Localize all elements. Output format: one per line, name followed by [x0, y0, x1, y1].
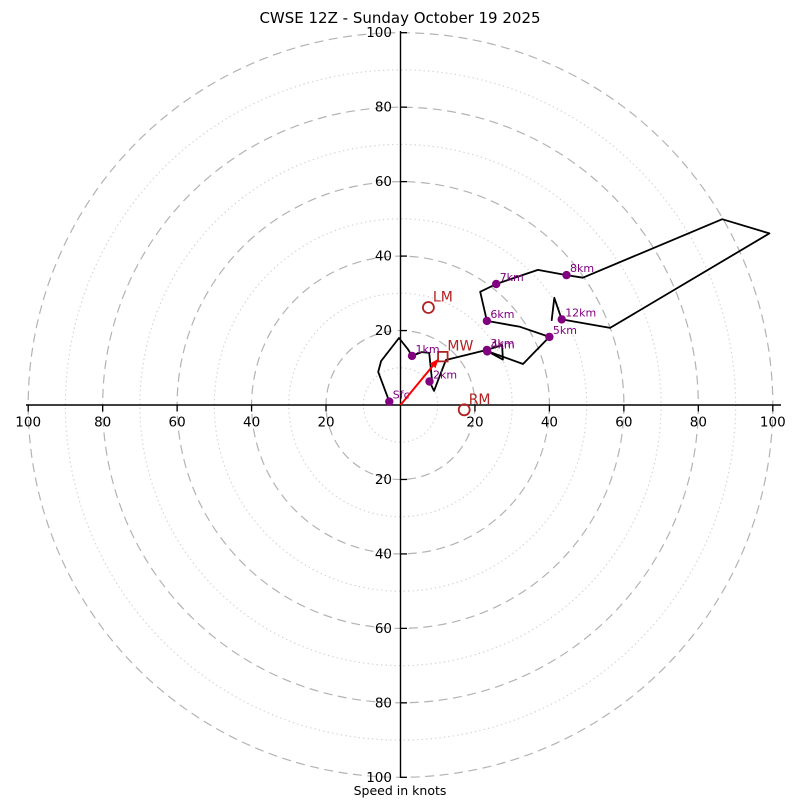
altitude-dot-4km [483, 347, 492, 356]
v-axis-tick-label: 100 [366, 25, 392, 41]
mean-wind-arrow-shaft [399, 364, 435, 406]
altitude-label-sfc: Sfc [393, 389, 410, 402]
storm-marker-mw: MW [437, 339, 473, 363]
altitude-label-3km: 3km [490, 337, 514, 350]
u-axis-tick-label: 100 [760, 415, 786, 431]
altitude-marker-1km: 1km [407, 343, 440, 361]
storm-marker-label-mw: MW [447, 339, 473, 355]
altitude-label-6km: 6km [490, 308, 514, 321]
mean-wind-arrow-head [430, 358, 439, 369]
u-axis-tick-label: 40 [541, 415, 558, 431]
storm-marker-label-lm: LM [433, 290, 453, 306]
v-axis-tick-label: 60 [375, 174, 392, 190]
altitude-dot-sfc [385, 397, 394, 406]
u-axis-tick-label: 60 [169, 415, 186, 431]
altitude-marker-12km: 12km [557, 306, 596, 324]
storm-marker-lm: LM [421, 290, 453, 314]
u-axis-tick-label: 20 [466, 415, 483, 431]
u-axis-tick-label: 60 [615, 415, 632, 431]
axes: 20 20 20 20 40 40 40 40 60 60 60 60 80 80 80 80 100 100 10… [15, 25, 785, 786]
altitude-marker-8km: 8km [562, 262, 594, 280]
v-axis-tick-label: 40 [375, 546, 392, 562]
altitude-label-4km: 4km [491, 338, 515, 351]
v-axis-tick-label: 80 [375, 100, 392, 116]
x-axis-label: Speed in knots [353, 783, 447, 798]
altitude-dot-5km [545, 332, 554, 342]
u-axis-tick-label: 40 [243, 415, 260, 431]
altitude-dot-6km [482, 316, 492, 326]
altitude-label-5km: 5km [553, 324, 577, 337]
u-axis-tick-label: 100 [15, 415, 41, 431]
altitude-marker-sfc: Sfc [385, 389, 410, 406]
mean-wind-arrow [399, 358, 439, 406]
v-axis-tick-label: 20 [375, 472, 392, 488]
altitude-marker-2km: 2km [425, 369, 457, 386]
u-axis-tick-label: 80 [94, 415, 111, 431]
altitude-label-1km: 1km [416, 343, 440, 356]
v-axis-tick-label: 60 [375, 621, 392, 637]
altitude-dot-2km [425, 377, 434, 386]
u-axis-tick-label: 80 [690, 415, 707, 431]
storm-marker-label-rm: RM [469, 392, 491, 408]
altitude-dot-12km [557, 315, 566, 324]
u-axis-tick-label: 20 [317, 415, 334, 431]
altitude-marker-4km: 4km [483, 338, 515, 356]
lm-circle-icon [421, 301, 435, 314]
v-axis-tick-label: 100 [366, 770, 392, 786]
altitude-dot-8km [562, 270, 571, 280]
mw-square-icon [437, 350, 449, 363]
altitude-dot-7km [492, 279, 501, 289]
altitude-dot-1km [407, 351, 417, 361]
altitude-marker-6km: 6km [482, 308, 514, 326]
v-axis-tick-label: 40 [375, 249, 392, 265]
chart-title: CWSE 12Z - Sunday October 19 2025 [259, 9, 541, 27]
altitude-marker-5km: 5km [545, 324, 577, 342]
v-axis-tick-label: 20 [375, 323, 392, 339]
altitude-label-12km: 12km [565, 306, 596, 319]
v-axis-tick-label: 80 [375, 695, 392, 711]
altitude-label-2km: 2km [433, 369, 457, 382]
altitude-label-8km: 8km [570, 262, 594, 275]
altitude-marker-7km: 7km [492, 271, 524, 289]
altitude-label-7km: 7km [500, 271, 524, 284]
rm-circle-icon [457, 403, 471, 417]
storm-marker-rm: RM [457, 392, 491, 417]
